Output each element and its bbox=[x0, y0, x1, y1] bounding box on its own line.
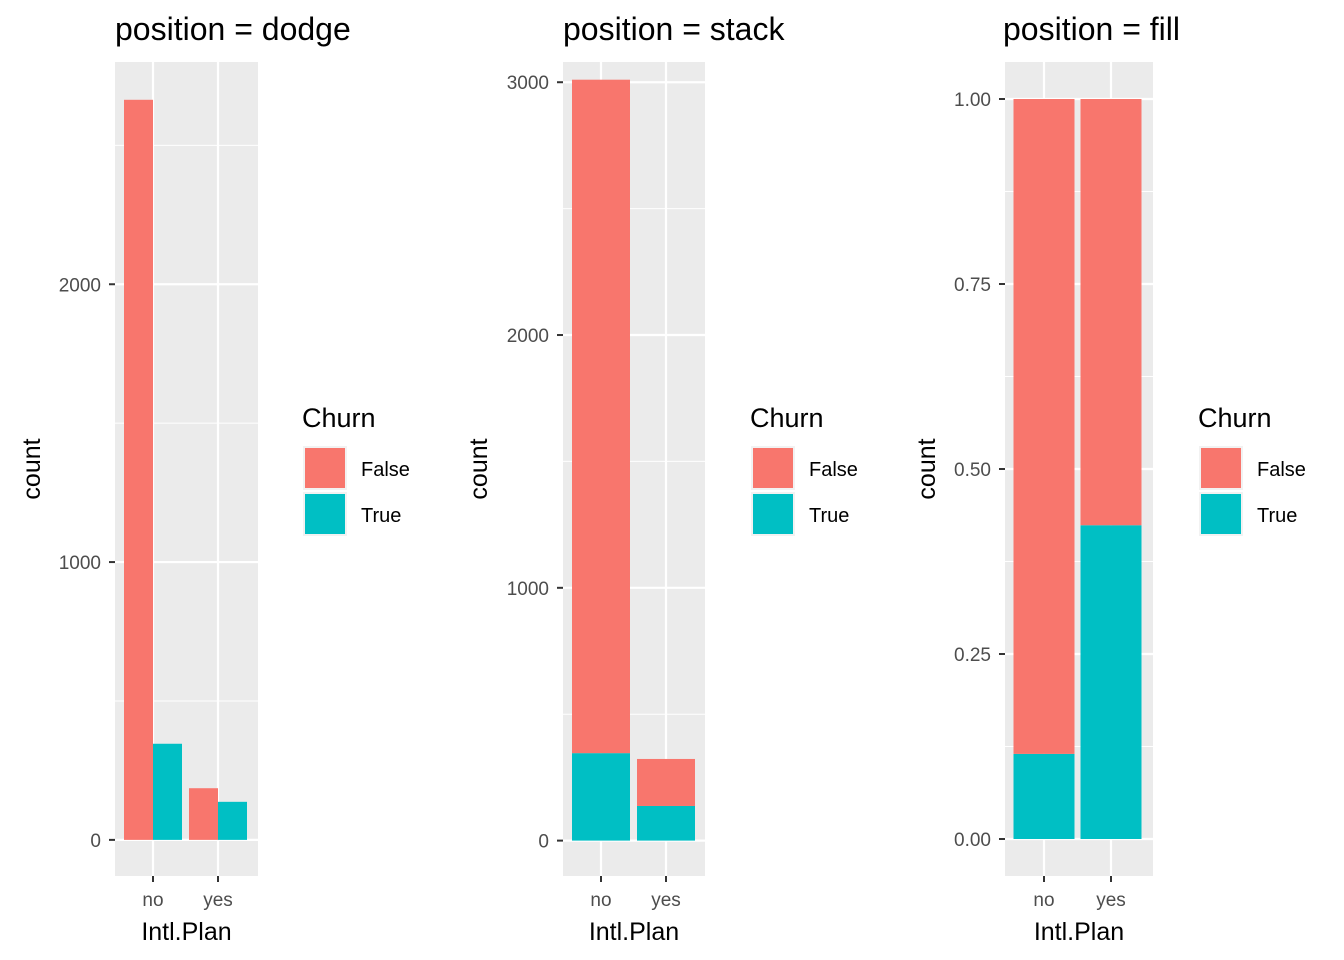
y-tick-label: 1000 bbox=[59, 553, 101, 574]
x-tick-label: yes bbox=[651, 890, 681, 911]
bar-no-false bbox=[1013, 99, 1075, 754]
bar-no-false bbox=[572, 79, 630, 754]
x-tick-label: no bbox=[1033, 890, 1054, 911]
legend-label-false: False bbox=[1257, 459, 1306, 481]
legend-swatch-true bbox=[753, 494, 793, 534]
x-tick-label: no bbox=[142, 890, 163, 911]
legend-label-true: True bbox=[809, 505, 849, 527]
y-tick-label: 0.75 bbox=[954, 275, 991, 296]
legend: Churn False True bbox=[750, 403, 858, 536]
legend-swatch-false bbox=[753, 448, 793, 488]
x-tick-label: no bbox=[590, 890, 611, 911]
x-tick-label: yes bbox=[203, 890, 233, 911]
bar-no-true bbox=[1013, 753, 1075, 839]
legend-title: Churn bbox=[302, 403, 376, 433]
legend-title: Churn bbox=[750, 403, 824, 433]
legend-swatch-false bbox=[305, 448, 345, 488]
bar-yes-false bbox=[637, 758, 695, 806]
x-axis-title: Intl.Plan bbox=[1034, 918, 1124, 946]
legend-swatch-true bbox=[1201, 494, 1241, 534]
chart-panel-dodge: 0 1000 2000 no yes position = dodge Intl.Plan c… bbox=[18, 11, 410, 946]
x-axis-title: Intl.Plan bbox=[589, 918, 679, 946]
chart-title: position = stack bbox=[563, 11, 785, 47]
y-tick-label: 1000 bbox=[507, 579, 549, 600]
y-axis-title: count bbox=[465, 438, 493, 499]
y-tick-label: 3000 bbox=[507, 73, 549, 94]
y-tick-label: 0.25 bbox=[954, 645, 991, 666]
y-tick-label: 0.00 bbox=[954, 830, 991, 851]
y-tick-label: 1.00 bbox=[954, 90, 991, 111]
x-tick-label: yes bbox=[1096, 890, 1126, 911]
bar-no-true bbox=[572, 753, 630, 841]
bar-yes-false bbox=[189, 788, 218, 840]
legend-label-true: True bbox=[361, 505, 401, 527]
legend-label-false: False bbox=[361, 459, 410, 481]
bar-no-false bbox=[124, 99, 153, 840]
legend-title: Churn bbox=[1198, 403, 1272, 433]
bar-no-true bbox=[153, 743, 182, 840]
chart-panel-stack: 0 1000 2000 3000 no yes position = stack Intl.P… bbox=[465, 11, 858, 946]
legend-label-false: False bbox=[809, 459, 858, 481]
y-tick-label: 0 bbox=[538, 832, 549, 853]
bar-yes-false bbox=[1080, 99, 1142, 526]
y-tick-label: 2000 bbox=[507, 326, 549, 347]
chart-title: position = fill bbox=[1003, 11, 1180, 47]
legend: Churn False True bbox=[302, 403, 410, 536]
legend-swatch-true bbox=[305, 494, 345, 534]
y-tick-label: 0.50 bbox=[954, 460, 991, 481]
chart-title: position = dodge bbox=[115, 11, 351, 47]
bar-yes-true bbox=[218, 801, 247, 840]
legend: Churn False True bbox=[1198, 403, 1306, 536]
x-axis-title: Intl.Plan bbox=[141, 918, 231, 946]
y-tick-label: 2000 bbox=[59, 275, 101, 296]
y-axis-title: count bbox=[913, 438, 941, 499]
legend-label-true: True bbox=[1257, 505, 1297, 527]
bar-yes-true bbox=[1080, 525, 1142, 839]
bar-yes-true bbox=[637, 805, 695, 841]
y-tick-label: 0 bbox=[90, 831, 101, 852]
legend-swatch-false bbox=[1201, 448, 1241, 488]
chart-panel-fill: 0.00 0.25 0.50 0.75 1.00 no yes position = fill… bbox=[913, 11, 1306, 946]
y-axis-title: count bbox=[18, 438, 46, 499]
